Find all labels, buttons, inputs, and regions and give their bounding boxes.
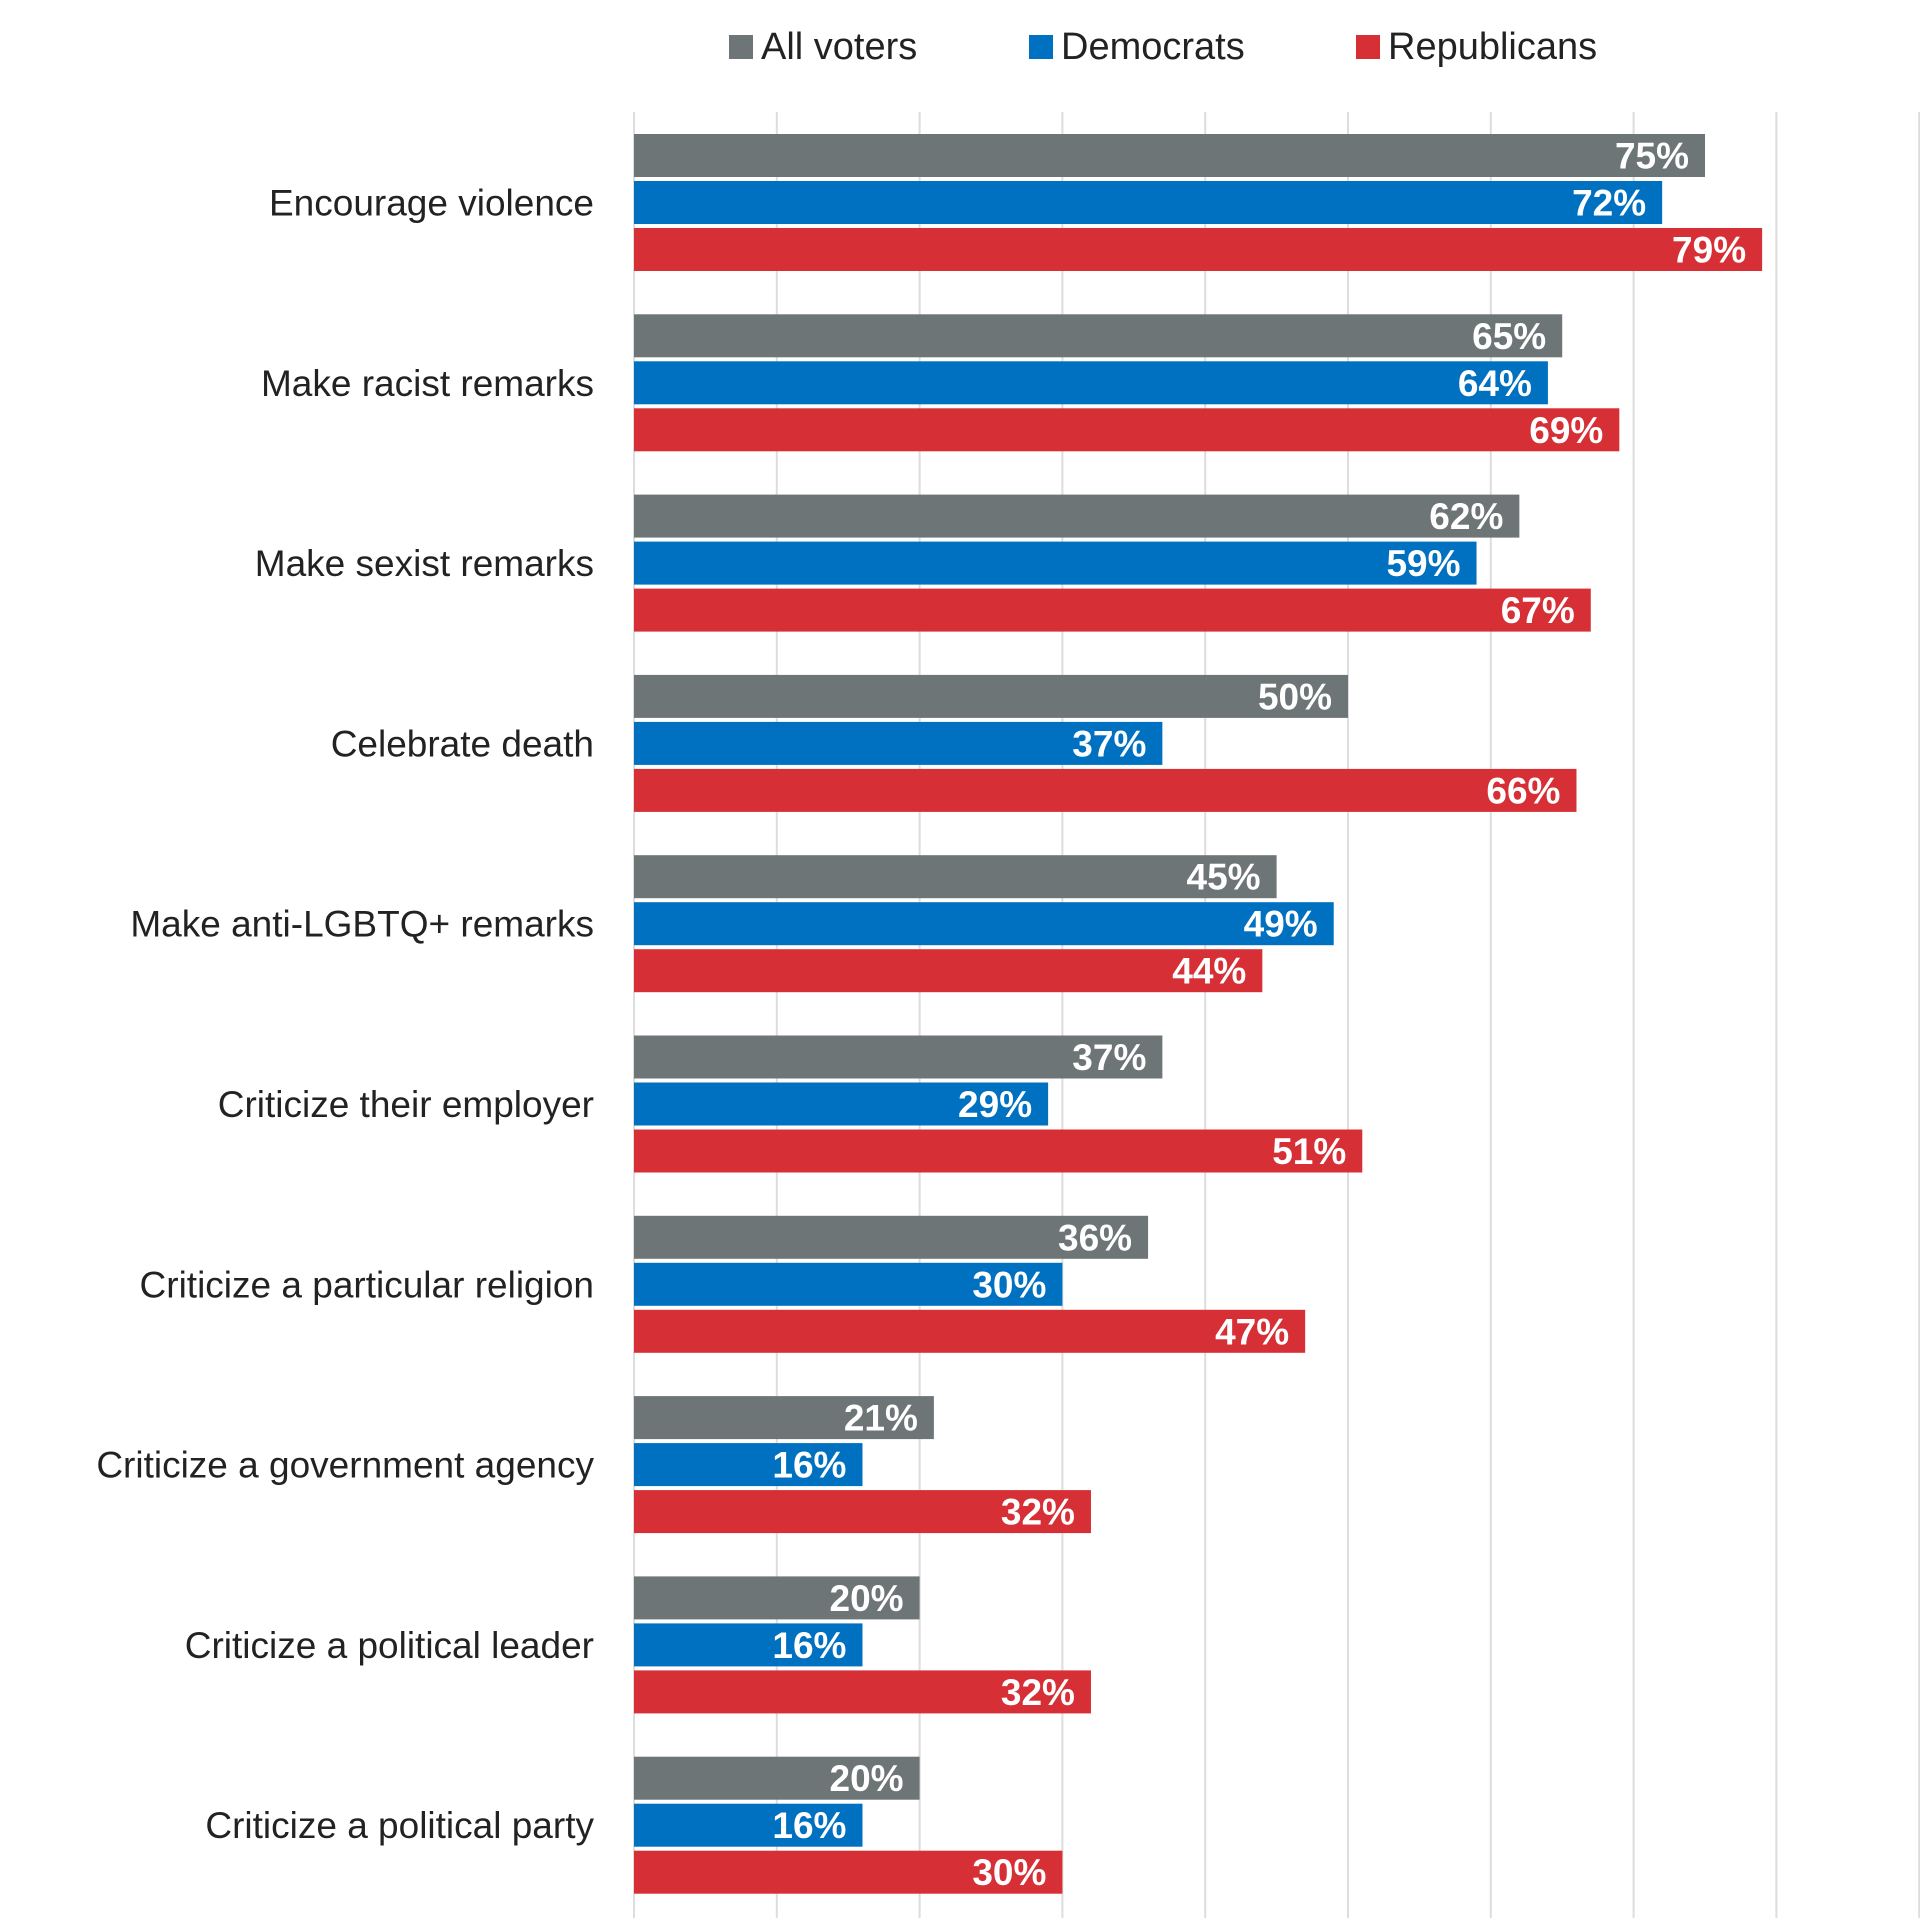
category-label-criticize-a-political-party: Criticize a political party bbox=[205, 1805, 594, 1846]
bar-republicans-make-sexist-remarks bbox=[634, 588, 1591, 632]
bar-democrats-make-anti-lgbtq-remarks bbox=[634, 902, 1334, 946]
bar-republicans-make-racist-remarks bbox=[634, 408, 1620, 452]
data-label-democrats-criticize-their-employer: 29% bbox=[958, 1084, 1032, 1125]
data-label-all-voters-criticize-a-political-party: 20% bbox=[830, 1758, 904, 1799]
bar-democrats-make-sexist-remarks bbox=[634, 541, 1477, 585]
bar-democrats-make-racist-remarks bbox=[634, 361, 1548, 405]
data-label-all-voters-encourage-violence: 75% bbox=[1615, 136, 1689, 177]
data-label-republicans-make-sexist-remarks: 67% bbox=[1501, 590, 1575, 631]
bar-republicans-criticize-a-political-party bbox=[634, 1850, 1063, 1894]
bar-republicans-criticize-a-particular-religion bbox=[634, 1309, 1306, 1353]
bar-all-voters-criticize-their-employer bbox=[634, 1035, 1163, 1079]
data-label-democrats-make-anti-lgbtq-remarks: 49% bbox=[1244, 904, 1318, 945]
data-label-republicans-encourage-violence: 79% bbox=[1672, 230, 1746, 271]
data-label-democrats-criticize-a-political-party: 16% bbox=[772, 1805, 846, 1846]
data-label-democrats-make-sexist-remarks: 59% bbox=[1386, 543, 1460, 584]
legend-swatch-democrats bbox=[1029, 35, 1053, 59]
bar-all-voters-encourage-violence bbox=[634, 134, 1705, 177]
data-label-republicans-criticize-a-particular-religion: 47% bbox=[1215, 1311, 1289, 1352]
bar-republicans-celebrate-death bbox=[634, 768, 1577, 812]
data-label-all-voters-criticize-their-employer: 37% bbox=[1072, 1037, 1146, 1078]
data-label-republicans-criticize-a-political-party: 30% bbox=[972, 1852, 1046, 1893]
data-label-all-voters-criticize-a-political-leader: 20% bbox=[830, 1578, 904, 1619]
data-label-all-voters-make-anti-lgbtq-remarks: 45% bbox=[1187, 857, 1261, 898]
data-label-republicans-criticize-their-employer: 51% bbox=[1272, 1131, 1346, 1172]
category-label-make-anti-lgbtq-remarks: Make anti-LGBTQ+ remarks bbox=[130, 904, 594, 945]
data-label-all-voters-celebrate-death: 50% bbox=[1258, 676, 1332, 717]
legend-item-republicans: Republicans bbox=[1356, 22, 1597, 72]
bar-all-voters-make-anti-lgbtq-remarks bbox=[634, 855, 1277, 899]
legend-label-all-voters: All voters bbox=[761, 25, 918, 68]
bar-democrats-encourage-violence bbox=[634, 181, 1663, 224]
bar-democrats-criticize-a-political-leader bbox=[634, 1623, 863, 1667]
data-label-republicans-criticize-a-government-agency: 32% bbox=[1001, 1492, 1075, 1533]
bar-republicans-criticize-a-government-agency bbox=[634, 1490, 1091, 1534]
bar-all-voters-criticize-a-political-party bbox=[634, 1756, 920, 1800]
data-label-republicans-celebrate-death: 66% bbox=[1486, 770, 1560, 811]
data-label-all-voters-criticize-a-particular-religion: 36% bbox=[1058, 1217, 1132, 1258]
category-label-make-sexist-remarks: Make sexist remarks bbox=[255, 543, 594, 584]
category-label-criticize-their-employer: Criticize their employer bbox=[218, 1084, 594, 1125]
category-label-criticize-a-particular-religion: Criticize a particular religion bbox=[140, 1264, 594, 1305]
data-label-all-voters-make-racist-remarks: 65% bbox=[1472, 316, 1546, 357]
data-label-democrats-celebrate-death: 37% bbox=[1072, 723, 1146, 764]
bar-democrats-celebrate-death bbox=[634, 721, 1163, 765]
legend-item-democrats: Democrats bbox=[1029, 22, 1245, 72]
data-label-all-voters-make-sexist-remarks: 62% bbox=[1429, 496, 1503, 537]
legend-label-democrats: Democrats bbox=[1061, 25, 1245, 68]
data-label-republicans-make-anti-lgbtq-remarks: 44% bbox=[1172, 951, 1246, 992]
legend-swatch-all-voters bbox=[729, 35, 753, 59]
legend-item-all-voters: All voters bbox=[729, 22, 917, 72]
bar-all-voters-make-racist-remarks bbox=[634, 314, 1563, 358]
data-label-democrats-criticize-a-government-agency: 16% bbox=[772, 1445, 846, 1486]
bar-all-voters-criticize-a-government-agency bbox=[634, 1396, 934, 1440]
bar-republicans-encourage-violence bbox=[634, 228, 1763, 271]
bars: 75% 72% 79% 65% 64% 69% 62% 59% 67% 50% 37% 66% 45% 4… bbox=[634, 134, 1763, 1894]
bar-democrats-criticize-a-particular-religion bbox=[634, 1262, 1063, 1306]
bar-all-voters-make-sexist-remarks bbox=[634, 494, 1520, 538]
category-label-criticize-a-political-leader: Criticize a political leader bbox=[185, 1625, 594, 1666]
bar-all-voters-criticize-a-political-leader bbox=[634, 1576, 920, 1620]
bar-all-voters-celebrate-death bbox=[634, 674, 1348, 718]
category-label-make-racist-remarks: Make racist remarks bbox=[261, 363, 594, 404]
data-label-democrats-make-racist-remarks: 64% bbox=[1458, 363, 1532, 404]
category-labels: Encourage violence Make racist remarks Mak… bbox=[96, 183, 594, 1847]
category-label-encourage-violence: Encourage violence bbox=[269, 183, 594, 224]
bar-democrats-criticize-a-government-agency bbox=[634, 1443, 863, 1487]
bar-democrats-criticize-a-political-party bbox=[634, 1803, 863, 1847]
bar-republicans-criticize-a-political-leader bbox=[634, 1670, 1091, 1714]
data-label-democrats-encourage-violence: 72% bbox=[1572, 183, 1646, 224]
category-label-celebrate-death: Celebrate death bbox=[331, 723, 594, 764]
chart-legend: All voters Democrats Republicans bbox=[0, 22, 1920, 72]
data-label-democrats-criticize-a-particular-religion: 30% bbox=[972, 1264, 1046, 1305]
legend-swatch-republicans bbox=[1356, 35, 1380, 59]
bar-republicans-criticize-their-employer bbox=[634, 1129, 1363, 1173]
bar-republicans-make-anti-lgbtq-remarks bbox=[634, 949, 1263, 993]
category-label-criticize-a-government-agency: Criticize a government agency bbox=[96, 1445, 594, 1486]
data-label-republicans-make-racist-remarks: 69% bbox=[1529, 410, 1603, 451]
bar-democrats-criticize-their-employer bbox=[634, 1082, 1049, 1126]
data-label-republicans-criticize-a-political-leader: 32% bbox=[1001, 1672, 1075, 1713]
data-label-democrats-criticize-a-political-leader: 16% bbox=[772, 1625, 846, 1666]
bar-all-voters-criticize-a-particular-religion bbox=[634, 1215, 1149, 1259]
legend-label-republicans: Republicans bbox=[1388, 25, 1598, 68]
data-label-all-voters-criticize-a-government-agency: 21% bbox=[844, 1398, 918, 1439]
